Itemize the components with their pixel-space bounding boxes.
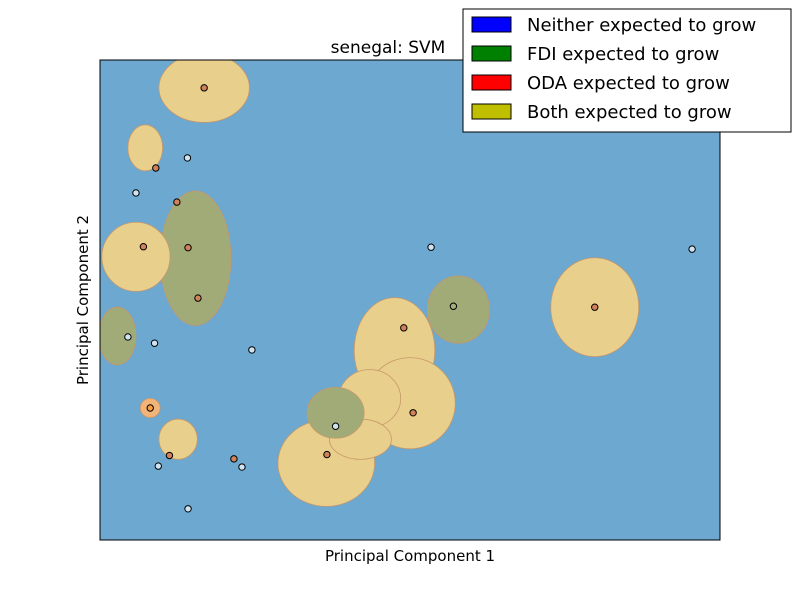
x-axis-label: Principal Component 1 <box>325 547 495 565</box>
legend-label-2: ODA expected to grow <box>527 73 730 94</box>
point-neither-9 <box>150 339 159 347</box>
legend-swatch-2 <box>471 74 512 91</box>
point-neither-15 <box>238 463 246 471</box>
legend-label-0: Neither expected to grow <box>527 15 756 36</box>
decision-regions <box>100 60 640 507</box>
point-both-7 <box>194 294 202 302</box>
point-neither-17 <box>427 243 435 251</box>
point-oda-11 <box>146 404 154 412</box>
point-neither-18 <box>688 245 696 253</box>
legend-label-1: FDI expected to grow <box>527 44 719 65</box>
legend-box <box>462 8 792 133</box>
chart-title: senegal: SVM <box>331 38 446 58</box>
region-both-6 <box>158 418 198 460</box>
point-both-14 <box>230 455 238 463</box>
point-neither-2 <box>183 154 192 162</box>
legend-swatch-1 <box>471 45 512 62</box>
legend-swatch-0 <box>471 16 512 33</box>
region-fdi-4 <box>100 306 137 366</box>
point-neither-3 <box>132 189 140 197</box>
region-both-1 <box>127 124 164 172</box>
legend-swatch-3 <box>471 103 512 120</box>
point-both-5 <box>139 243 148 251</box>
point-both-21 <box>400 324 408 332</box>
point-both-22 <box>409 409 417 417</box>
point-both-0 <box>200 84 208 92</box>
point-both-24 <box>323 450 331 459</box>
data-points <box>124 84 696 513</box>
point-neither-10 <box>248 346 256 354</box>
point-both-12 <box>165 451 174 460</box>
point-both-4 <box>173 198 181 206</box>
point-fdi-19 <box>449 302 458 310</box>
region-fdi-13 <box>426 275 490 344</box>
region-fdi-2 <box>159 190 232 326</box>
point-neither-8 <box>124 333 132 341</box>
point-neither-23 <box>331 422 340 430</box>
legend-label-3: Both expected to grow <box>527 102 732 123</box>
point-neither-13 <box>154 462 162 470</box>
region-both-3 <box>101 221 171 292</box>
point-both-6 <box>184 243 192 252</box>
point-both-1 <box>152 164 160 172</box>
legend: Neither expected to grow FDI expected to … <box>462 8 792 133</box>
point-neither-16 <box>184 505 192 513</box>
point-both-20 <box>591 303 599 311</box>
y-axis-label: Principal Component 2 <box>74 215 92 385</box>
plot-frame <box>99 59 721 541</box>
region-fdi-12 <box>306 386 365 439</box>
